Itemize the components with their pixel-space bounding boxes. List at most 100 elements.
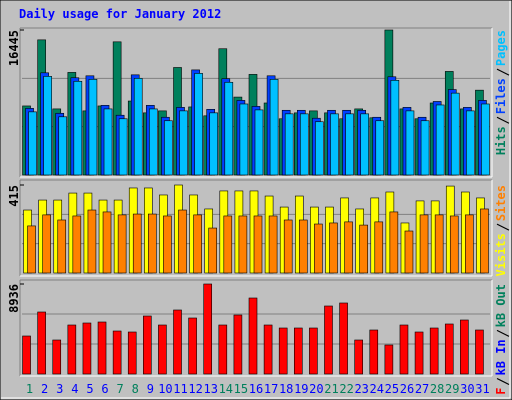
bar [434,214,444,274]
bar [299,113,309,176]
bar [73,80,83,176]
x-tick-label: 6 [101,382,108,396]
x-tick-label: 28 [430,382,444,396]
bar [52,339,62,375]
bar [58,116,68,176]
bar [429,327,439,375]
bar [102,211,112,274]
bar [164,120,173,176]
bar [475,329,484,375]
bar [233,314,243,375]
x-tick-label: 30 [460,382,474,396]
bar [399,324,409,375]
bar [148,213,157,274]
legend-separator [496,377,510,386]
legend-entry: Visits [494,233,508,276]
bar [208,227,218,274]
x-tick-label: 16 [249,382,263,396]
bar [263,324,273,375]
bar [239,103,249,176]
bar [103,108,113,176]
x-tick-label: 14 [219,382,233,396]
x-tick-label: 7 [117,382,124,396]
bar [449,215,459,274]
y-tick-label: 415 [7,185,21,207]
x-tick-label: 31 [475,382,489,396]
legend-separator [496,68,510,76]
bar [389,211,399,274]
bar [278,327,288,375]
chart-title: Daily usage for January 2012 [19,7,221,21]
x-tick-label: 22 [339,382,353,396]
bar [444,323,454,375]
bar [404,230,414,274]
bar [57,219,67,274]
bar [345,113,354,176]
x-tick-label: 24 [370,382,384,396]
x-tick-label: 21 [324,382,338,396]
x-tick-label: 2 [41,382,48,396]
legend: kB F kB In kB Out [494,284,510,400]
y-tick-label: 8936 [7,284,21,313]
bar [481,103,490,176]
bar [329,222,338,274]
legend-separator [496,116,510,124]
x-tick-label: 23 [354,382,368,396]
bar [354,339,363,375]
bar [193,214,202,274]
bar [253,215,263,274]
x-tick-label: 29 [445,382,459,396]
x-tick-label: 4 [71,382,78,396]
bar [72,215,82,274]
x-tick-label: 15 [234,382,248,396]
x-tick-label: 20 [309,382,323,396]
bar [269,79,279,176]
bar [248,297,258,375]
bar [42,214,51,274]
y-tick-label: 16445 [7,30,21,66]
x-tick-label: 5 [86,382,93,396]
x-tick-label: 8 [132,382,139,396]
bar [293,327,303,375]
bar [173,309,182,375]
bar [339,302,348,375]
bar [405,110,415,176]
legend-entry: Pages [494,30,508,66]
bar [375,120,385,176]
bar [419,214,429,274]
legend-entry: kB In [494,339,508,375]
legend-entry: Files [494,78,508,114]
x-tick-label: 26 [400,382,414,396]
bar [369,329,379,375]
bar [460,319,469,375]
legend-entry: kB F [494,387,508,400]
bar [28,111,37,176]
bar [359,224,368,274]
bar [384,344,394,375]
legend-separator [496,329,510,337]
bar [480,208,489,274]
bar [360,113,369,176]
bar [118,118,128,176]
bar [82,322,92,375]
bar [315,121,324,176]
bar [67,324,77,375]
bar [112,330,122,375]
x-tick-label: 17 [264,382,278,396]
bar [450,92,460,176]
bar [223,215,233,274]
bar [158,324,167,375]
bar [149,108,158,176]
legend: Hits Files Pages [494,30,510,155]
bar [390,80,400,176]
bar [203,283,213,375]
bar [133,78,143,176]
bar [238,215,248,274]
bar [283,219,293,274]
bar [88,79,98,176]
bar [143,315,152,375]
x-tick-label: 10 [158,382,172,396]
legend-entry: Sites [494,185,508,221]
bar [414,331,424,375]
